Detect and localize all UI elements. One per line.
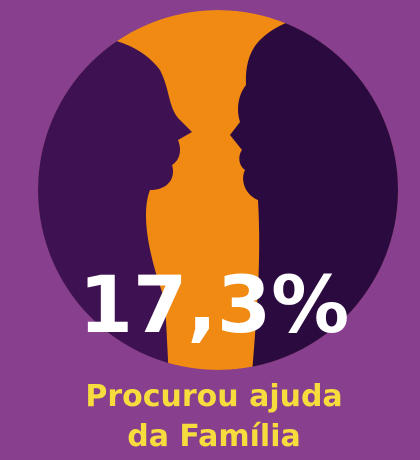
stat-label-line: Procurou ajuda [85,379,342,414]
stat-value: 17,3% [79,261,350,351]
infographic: 17,3% Procurou ajuda da Família [0,0,420,460]
stat-label-line: da Família [127,419,301,454]
page: {"stat": {"value": "17,3%", "label_lines… [0,0,420,460]
